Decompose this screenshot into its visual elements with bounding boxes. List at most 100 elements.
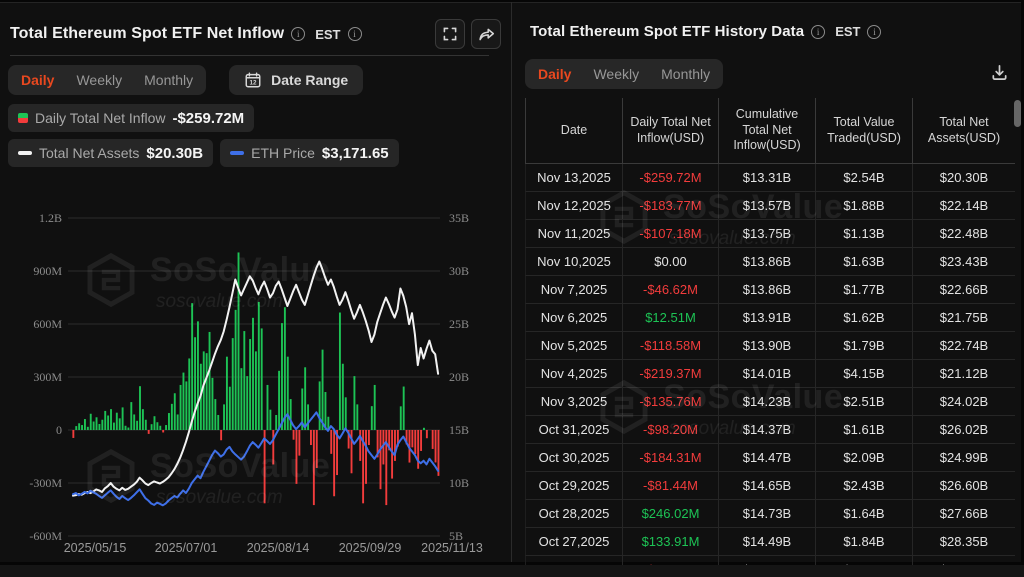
left-axis-tick: -300M: [29, 476, 62, 490]
cell-cumulative: $13.91B: [719, 304, 816, 331]
table-row[interactable]: Nov 7,2025 -$46.62M $13.86B $1.77B $22.66B: [525, 276, 1015, 304]
right-axis-tick: 10B: [449, 476, 469, 490]
table-row[interactable]: Nov 11,2025 -$107.18M $13.75B $1.13B $22.48B: [525, 220, 1015, 248]
x-axis-tick: 2025/11/13: [421, 541, 483, 555]
cell-assets: $22.74B: [913, 332, 1015, 359]
info-icon[interactable]: i: [347, 27, 362, 41]
info-icon[interactable]: i: [867, 24, 882, 39]
table-row[interactable]: Nov 4,2025 -$219.37M $14.01B $4.15B $21.12B: [525, 360, 1015, 388]
history-data-panel: Total Ethereum Spot ETF History Data i E…: [512, 2, 1021, 577]
right-axis-tick: 35B: [449, 211, 469, 225]
table-row[interactable]: Oct 31,2025 -$98.20M $14.37B $1.61B $26.02B: [525, 416, 1015, 444]
left-axis-tick: 0: [56, 423, 62, 437]
cell-cumulative: $13.86B: [719, 248, 816, 275]
page-title: Total Ethereum Spot ETF Net Inflow: [10, 25, 285, 42]
white-line-swatch-icon: [18, 151, 32, 155]
download-button[interactable]: [990, 63, 1009, 85]
table-row[interactable]: Nov 3,2025 -$135.76M $14.23B $2.51B $24.02B: [525, 388, 1015, 416]
timezone-label: EST: [835, 24, 861, 39]
legend-chip-total-net-assets[interactable]: Total Net Assets $20.30B: [8, 139, 214, 167]
table-scrollbar[interactable]: [1014, 100, 1021, 127]
left-controls: Daily Weekly Monthly 12 Date Range: [8, 65, 501, 95]
cell-assets: $23.43B: [913, 248, 1015, 275]
cell-assets: $21.12B: [913, 360, 1015, 387]
net-inflow-header: Total Ethereum Spot ETF Net Inflow i EST…: [10, 19, 501, 49]
right-axis-tick: 30B: [449, 264, 469, 278]
table-row[interactable]: Nov 6,2025 $12.51M $13.91B $1.62B $21.75B: [525, 304, 1015, 332]
history-table[interactable]: Date Daily Total Net Inflow(USD) Cumulativ…: [525, 98, 1015, 577]
cell-cumulative: $14.47B: [719, 444, 816, 471]
period-tabs: Daily Weekly Monthly: [525, 59, 724, 89]
etf-inflow-chart[interactable]: 1.2B 35B 900M 30B 600M 25B 300M 20B 0 15B -300M 10B…: [0, 195, 505, 563]
table-row[interactable]: Nov 5,2025 -$118.58M $13.90B $1.79B $22.74B: [525, 332, 1015, 360]
cell-inflow: $246.02M: [623, 500, 719, 527]
cell-traded: $1.64B: [816, 500, 913, 527]
table-row[interactable]: Oct 30,2025 -$184.31M $14.47B $2.09B $24.99B: [525, 444, 1015, 472]
cell-cumulative: $14.65B: [719, 472, 816, 499]
blue-line-swatch-icon: [230, 151, 245, 155]
cell-traded: $1.79B: [816, 332, 913, 359]
column-header: Daily Total Net Inflow(USD): [623, 98, 719, 163]
cell-traded: $1.88B: [816, 192, 913, 219]
chart-legend: Daily Total Net Inflow -$259.72M Total Net…: [8, 104, 448, 167]
cell-date: Oct 29,2025: [526, 472, 623, 499]
legend-chip-daily-total-net-inflow[interactable]: Daily Total Net Inflow -$259.72M: [8, 104, 255, 132]
cell-date: Nov 13,2025: [526, 164, 623, 191]
date-range-button[interactable]: 12 Date Range: [229, 65, 364, 95]
cell-traded: $1.84B: [816, 528, 913, 555]
cell-date: Nov 5,2025: [526, 332, 623, 359]
table-row[interactable]: Oct 28,2025 $246.02M $14.73B $1.64B $27.66B: [525, 500, 1015, 528]
table-row[interactable]: Oct 29,2025 -$81.44M $14.65B $2.43B $26.60B: [525, 472, 1015, 500]
cell-traded: $1.63B: [816, 248, 913, 275]
column-header: Total Value Traded(USD): [816, 98, 913, 163]
cell-cumulative: $14.49B: [719, 528, 816, 555]
column-header: Date: [526, 98, 623, 163]
cell-date: Oct 27,2025: [526, 528, 623, 555]
cell-assets: $22.66B: [913, 276, 1015, 303]
info-icon[interactable]: i: [811, 24, 826, 39]
table-header-row: Date Daily Total Net Inflow(USD) Cumulativ…: [525, 98, 1015, 164]
table-tab-monthly[interactable]: Monthly: [661, 66, 711, 82]
cell-assets: $27.66B: [913, 500, 1015, 527]
legend-label: Daily Total Net Inflow: [35, 110, 166, 126]
eth-price-line: [72, 411, 440, 507]
info-icon[interactable]: i: [291, 27, 306, 41]
left-axis-tick: 1.2B: [39, 211, 62, 225]
cell-date: Nov 6,2025: [526, 304, 623, 331]
cell-date: Nov 10,2025: [526, 248, 623, 275]
table-tab-daily[interactable]: Daily: [538, 66, 572, 82]
cell-cumulative: $13.75B: [719, 220, 816, 247]
fullscreen-button[interactable]: [435, 19, 465, 49]
table-row[interactable]: Nov 10,2025 $0.00 $13.86B $1.63B $23.43B: [525, 248, 1015, 276]
legend-label: ETH Price: [251, 145, 315, 161]
inflow-bars-swatch-icon: [18, 113, 28, 123]
table-tab-weekly[interactable]: Weekly: [593, 66, 640, 82]
legend-value: $20.30B: [146, 144, 204, 162]
legend-chip-eth-price[interactable]: ETH Price $3,171.65: [220, 139, 399, 167]
cell-assets: $22.14B: [913, 192, 1015, 219]
chart-tab-weekly[interactable]: Weekly: [76, 72, 123, 88]
left-axis-tick: -600M: [29, 529, 62, 543]
calendar-icon: 12: [245, 72, 261, 88]
cell-date: Nov 12,2025: [526, 192, 623, 219]
history-header: Total Ethereum Spot ETF History Data i E…: [530, 23, 1007, 40]
x-axis-tick: 2025/05/15: [64, 541, 127, 555]
x-axis-labels: 2025/05/15 2025/07/01 2025/08/14 2025/09/29…: [64, 541, 483, 555]
share-button[interactable]: [471, 19, 501, 49]
cell-inflow: -$46.62M: [623, 276, 719, 303]
cell-cumulative: $14.73B: [719, 500, 816, 527]
cell-traded: $1.61B: [816, 416, 913, 443]
chart-tab-monthly[interactable]: Monthly: [144, 72, 194, 88]
net-inflow-panel: Total Ethereum Spot ETF Net Inflow i EST…: [0, 2, 511, 562]
date-range-label: Date Range: [271, 72, 349, 88]
table-row[interactable]: Oct 27,2025 $133.91M $14.49B $1.84B $28.35B: [525, 528, 1015, 556]
cell-inflow: $12.51M: [623, 304, 719, 331]
cell-inflow: -$183.77M: [623, 192, 719, 219]
table-row[interactable]: Nov 12,2025 -$183.77M $13.57B $1.88B $22.14B: [525, 192, 1015, 220]
right-axis-tick: 5B: [449, 529, 463, 543]
cell-cumulative: $13.31B: [719, 164, 816, 191]
table-row[interactable]: Nov 13,2025 -$259.72M $13.31B $2.54B $20.30B: [525, 164, 1015, 192]
cell-date: Nov 7,2025: [526, 276, 623, 303]
chart-tab-daily[interactable]: Daily: [21, 72, 55, 88]
cell-traded: $2.09B: [816, 444, 913, 471]
